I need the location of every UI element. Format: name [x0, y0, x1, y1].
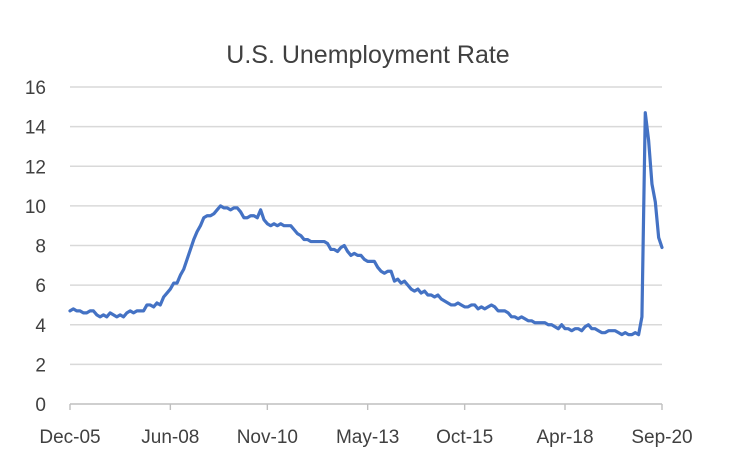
- y-tick-label: 14: [25, 118, 47, 139]
- y-tick-label: 2: [35, 355, 46, 376]
- y-tick-label: 10: [25, 197, 46, 218]
- x-tick-label: Nov-10: [237, 427, 298, 448]
- x-axis: [69, 403, 663, 410]
- grid-lines: [70, 86, 662, 366]
- x-axis-tick-labels: Dec-05 Jun-08 Nov-10 May-13 Oct-15 Apr-18 Sep-…: [39, 427, 692, 448]
- y-tick-label: 0: [35, 395, 46, 416]
- x-tick-label: Dec-05: [39, 427, 100, 448]
- series-line-0: [68, 111, 664, 337]
- x-tick-label: Apr-18: [536, 427, 593, 448]
- x-tick-label: Jun-08: [141, 427, 199, 448]
- y-tick-label: 16: [25, 78, 46, 99]
- x-tick-label: Oct-15: [436, 427, 493, 448]
- y-tick-label: 6: [35, 276, 46, 297]
- y-tick-label: 12: [25, 157, 46, 178]
- x-tick-label: May-13: [336, 427, 399, 448]
- x-tick-label: Sep-20: [631, 427, 692, 448]
- y-tick-label: 8: [35, 237, 46, 258]
- y-tick-label: 4: [35, 316, 46, 337]
- series-lines: [68, 111, 664, 337]
- y-axis-tick-labels: 0 2 4 6 8 10 12 14 16: [25, 78, 47, 416]
- chart-title: U.S. Unemployment Rate: [226, 41, 509, 69]
